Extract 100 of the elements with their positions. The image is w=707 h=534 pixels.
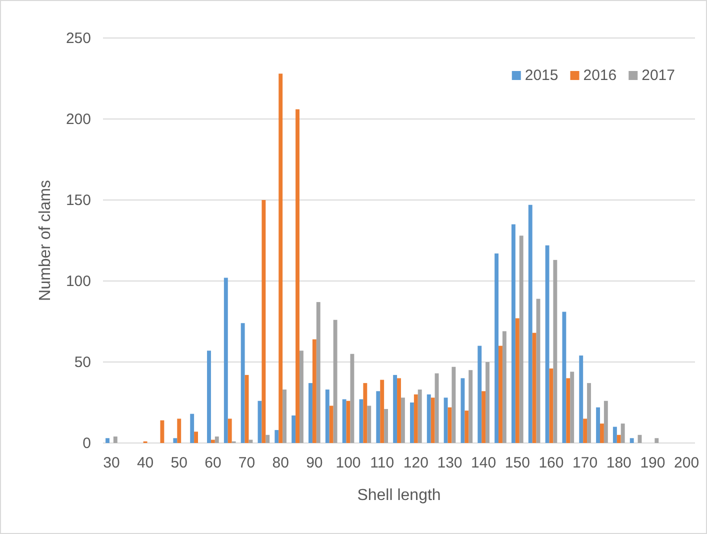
x-tick-label: 160: [538, 454, 564, 472]
bar: [278, 74, 283, 443]
bar: [562, 312, 566, 443]
bar: [498, 346, 502, 443]
bar: [333, 320, 338, 443]
y-axis-title: Number of clams: [37, 180, 54, 301]
bar: [342, 399, 346, 443]
bar: [224, 278, 228, 443]
y-tick-label: 150: [66, 192, 91, 209]
bar: [654, 438, 659, 443]
bar: [325, 390, 330, 443]
bar: [329, 406, 334, 443]
bar: [494, 253, 499, 443]
bar: [566, 378, 570, 443]
y-tick-label: 0: [82, 434, 91, 452]
bar: [545, 245, 550, 443]
bar: [266, 434, 270, 443]
bar: [464, 410, 469, 443]
bar: [583, 418, 588, 443]
x-axis-title: Shell length: [357, 487, 441, 504]
bar: [596, 407, 600, 443]
bar: [612, 426, 617, 443]
x-tick-label: 30: [103, 454, 120, 472]
bar: [262, 200, 266, 443]
y-tick-label: 200: [66, 110, 91, 128]
bar: [444, 398, 448, 443]
bar: [600, 424, 604, 443]
bar: [299, 350, 304, 443]
bar: [486, 362, 490, 443]
x-tick-label: 190: [640, 454, 666, 472]
x-tick-label: 90: [306, 454, 323, 472]
bar: [604, 400, 608, 443]
bar: [511, 224, 516, 443]
bar: [316, 302, 320, 443]
bar: [528, 204, 532, 443]
x-tick-label: 120: [403, 454, 428, 472]
bar: [190, 414, 194, 443]
legend-label: 2015: [524, 67, 558, 84]
bar: [410, 402, 414, 443]
bar: [430, 398, 435, 443]
y-tick-label: 50: [74, 354, 91, 371]
bar: [579, 356, 584, 443]
x-tick-label: 170: [572, 454, 598, 472]
bar: [173, 438, 178, 443]
bar: [519, 236, 524, 443]
bar: [207, 350, 211, 443]
y-tick-label: 250: [66, 30, 91, 47]
bar: [460, 378, 465, 443]
x-tick-label: 110: [370, 454, 394, 472]
bar: [380, 380, 384, 443]
bar: [515, 318, 520, 443]
bar: [248, 440, 253, 443]
bar: [350, 354, 354, 443]
bar: [468, 370, 473, 443]
bar: [240, 323, 245, 443]
bar: [400, 398, 405, 443]
bar: [312, 339, 316, 443]
bar: [630, 438, 634, 443]
legend-label: 2017: [642, 67, 675, 84]
bar: [210, 440, 215, 443]
bar: [308, 383, 312, 443]
x-tick-label: 140: [471, 454, 496, 472]
x-tick-label: 150: [504, 454, 530, 472]
bar: [376, 391, 380, 443]
x-tick-label: 60: [204, 454, 222, 472]
y-tick-label: 100: [66, 272, 91, 290]
bar: [384, 408, 388, 443]
bar: [363, 383, 368, 443]
bar: [414, 394, 418, 443]
x-tick-label: 100: [336, 454, 361, 472]
bar: [274, 430, 279, 443]
bar: [570, 372, 574, 443]
x-tick-label: 50: [170, 454, 188, 472]
bar: [177, 418, 182, 443]
bar: [282, 390, 287, 443]
bar: [620, 424, 625, 443]
x-tick-label: 130: [437, 454, 462, 472]
bar: [214, 436, 219, 443]
x-tick-label: 70: [238, 454, 256, 472]
bar: [553, 260, 558, 443]
bar: [106, 438, 110, 443]
bar: [367, 406, 372, 443]
bar: [502, 331, 506, 443]
bar: [113, 436, 118, 443]
bar: [194, 432, 198, 443]
x-tick-label: 80: [272, 454, 289, 472]
bar: [452, 366, 456, 443]
bar: [587, 383, 591, 443]
bar: [296, 109, 300, 443]
bar: [482, 391, 486, 443]
x-tick-label: 180: [606, 454, 632, 472]
bar: [532, 332, 536, 443]
x-tick-label: 40: [136, 454, 154, 472]
bar: [426, 394, 431, 443]
bar: [292, 415, 296, 443]
bar: [393, 374, 398, 443]
bar: [160, 420, 164, 443]
legend-label: 2016: [583, 67, 617, 84]
bar: [418, 390, 422, 443]
bar: [397, 378, 401, 443]
